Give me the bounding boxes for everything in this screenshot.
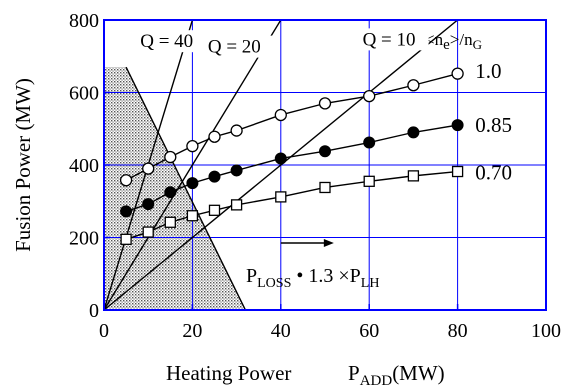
legend-title-b-sub: G xyxy=(473,37,482,52)
q-label-20: Q = 20 xyxy=(208,37,261,58)
data-point-0.85-40 xyxy=(274,152,287,165)
y-tick-labels: 0 200 400 600 800 xyxy=(69,10,99,322)
data-point-0.70-80 xyxy=(451,165,464,178)
q-label-bg-20 xyxy=(205,35,274,58)
q-line-10 xyxy=(104,20,459,310)
annotation: PLOSS • 1.3 ×PLH xyxy=(246,238,379,291)
x-axis-symbol: PADD(MW) xyxy=(348,361,445,389)
series-label-0.85: 0.85 xyxy=(475,113,512,137)
q-line-20 xyxy=(104,20,282,310)
data-point-0.85-25 xyxy=(208,170,221,183)
data-point-0.70-70 xyxy=(407,170,420,182)
data-point-0.70-20 xyxy=(186,210,199,222)
axes-frame xyxy=(103,19,547,311)
series-label-0.70: 0.70 xyxy=(475,160,512,184)
data-point-0.85-20 xyxy=(186,177,199,190)
data-point-0.70-60 xyxy=(363,175,375,187)
q-label-bg-40 xyxy=(138,30,207,53)
data-point-0.85-5 xyxy=(120,205,133,218)
y-tick-label-200: 200 xyxy=(69,228,99,250)
y-tick-label-400: 400 xyxy=(69,155,99,177)
x-tick-label-40: 40 xyxy=(271,320,291,342)
x-tick-label-60: 60 xyxy=(359,320,379,342)
series-line-1.0 xyxy=(125,72,458,181)
annotation-mid: • 1.3 ×P xyxy=(291,265,360,287)
q-label-10: Q = 10 xyxy=(363,29,416,50)
legend-title-a-sub: e xyxy=(443,37,450,53)
legend-title-a: <n xyxy=(425,30,444,49)
annotation-p: P xyxy=(246,265,257,287)
data-point-0.70-30 xyxy=(230,199,243,211)
annotation-sub-loss: LOSS xyxy=(257,276,291,291)
data-point-0.85-70 xyxy=(407,126,420,139)
data-point-1.0-30 xyxy=(230,124,243,137)
data-point-0.85-60 xyxy=(363,136,376,149)
series-0.85 xyxy=(120,119,464,218)
data-point-1.0-50 xyxy=(318,97,332,110)
data-point-1.0-60 xyxy=(363,89,376,103)
data-point-1.0-25 xyxy=(208,130,221,143)
annotation-arrow xyxy=(280,238,334,247)
x-axis-label-text: Heating Power xyxy=(166,361,291,385)
data-point-0.85-50 xyxy=(319,145,331,158)
x-tick-labels: 0 20 40 60 80 100 xyxy=(99,320,561,342)
q-label-bg-10 xyxy=(360,28,429,51)
x-axis-symbol-unit: (MW) xyxy=(392,361,444,385)
data-point-0.70-15 xyxy=(164,216,176,228)
y-tick-label-0: 0 xyxy=(89,300,99,322)
q-line-labels: Q = 40 Q = 20 Q = 10 xyxy=(138,28,429,58)
annotation-arrow-head xyxy=(323,238,334,247)
data-point-0.85-80 xyxy=(451,119,464,132)
x-axis-label: Heating Power xyxy=(166,361,291,385)
series-0.70 xyxy=(120,165,464,245)
series-label-1.0: 1.0 xyxy=(475,59,501,83)
x-tick-label-0: 0 xyxy=(99,320,109,342)
series-1.0 xyxy=(119,67,464,187)
legend-title: <ne>/nG xyxy=(425,30,482,53)
x-tick-label-100: 100 xyxy=(531,320,561,342)
y-axis-label: Fusion Power (MW) xyxy=(11,78,35,252)
data-point-0.85-30 xyxy=(230,164,243,177)
data-point-0.70-10 xyxy=(142,226,154,238)
data-point-1.0-5 xyxy=(119,174,133,187)
y-tick-label-800: 800 xyxy=(69,10,99,32)
data-point-0.70-5 xyxy=(120,233,132,245)
annotation-sub-lh: LH xyxy=(361,276,380,291)
data-point-0.85-15 xyxy=(164,186,177,199)
data-point-1.0-40 xyxy=(274,108,287,122)
legend-title-b: >/n xyxy=(450,30,473,49)
data-point-0.85-10 xyxy=(142,198,155,211)
x-axis-symbol-sub: ADD xyxy=(360,373,393,389)
series-group xyxy=(119,67,464,245)
data-point-0.70-25 xyxy=(208,204,221,216)
threshold-line xyxy=(125,66,247,310)
data-point-0.70-50 xyxy=(319,181,331,194)
data-point-1.0-20 xyxy=(186,139,199,153)
data-point-1.0-10 xyxy=(142,162,155,175)
x-tick-label-80: 80 xyxy=(448,320,468,342)
series-labels: 1.0 0.85 0.70 xyxy=(475,59,512,185)
data-point-1.0-80 xyxy=(451,67,464,80)
annotation-text: PLOSS • 1.3 ×PLH xyxy=(246,265,379,291)
x-tick-label-20: 20 xyxy=(182,320,202,342)
data-point-1.0-70 xyxy=(407,79,420,92)
data-point-1.0-15 xyxy=(164,150,177,164)
data-point-0.70-40 xyxy=(275,191,287,203)
y-tick-label-600: 600 xyxy=(69,83,99,105)
x-axis-symbol-base: P xyxy=(348,361,360,385)
q-label-40: Q = 40 xyxy=(140,31,193,52)
